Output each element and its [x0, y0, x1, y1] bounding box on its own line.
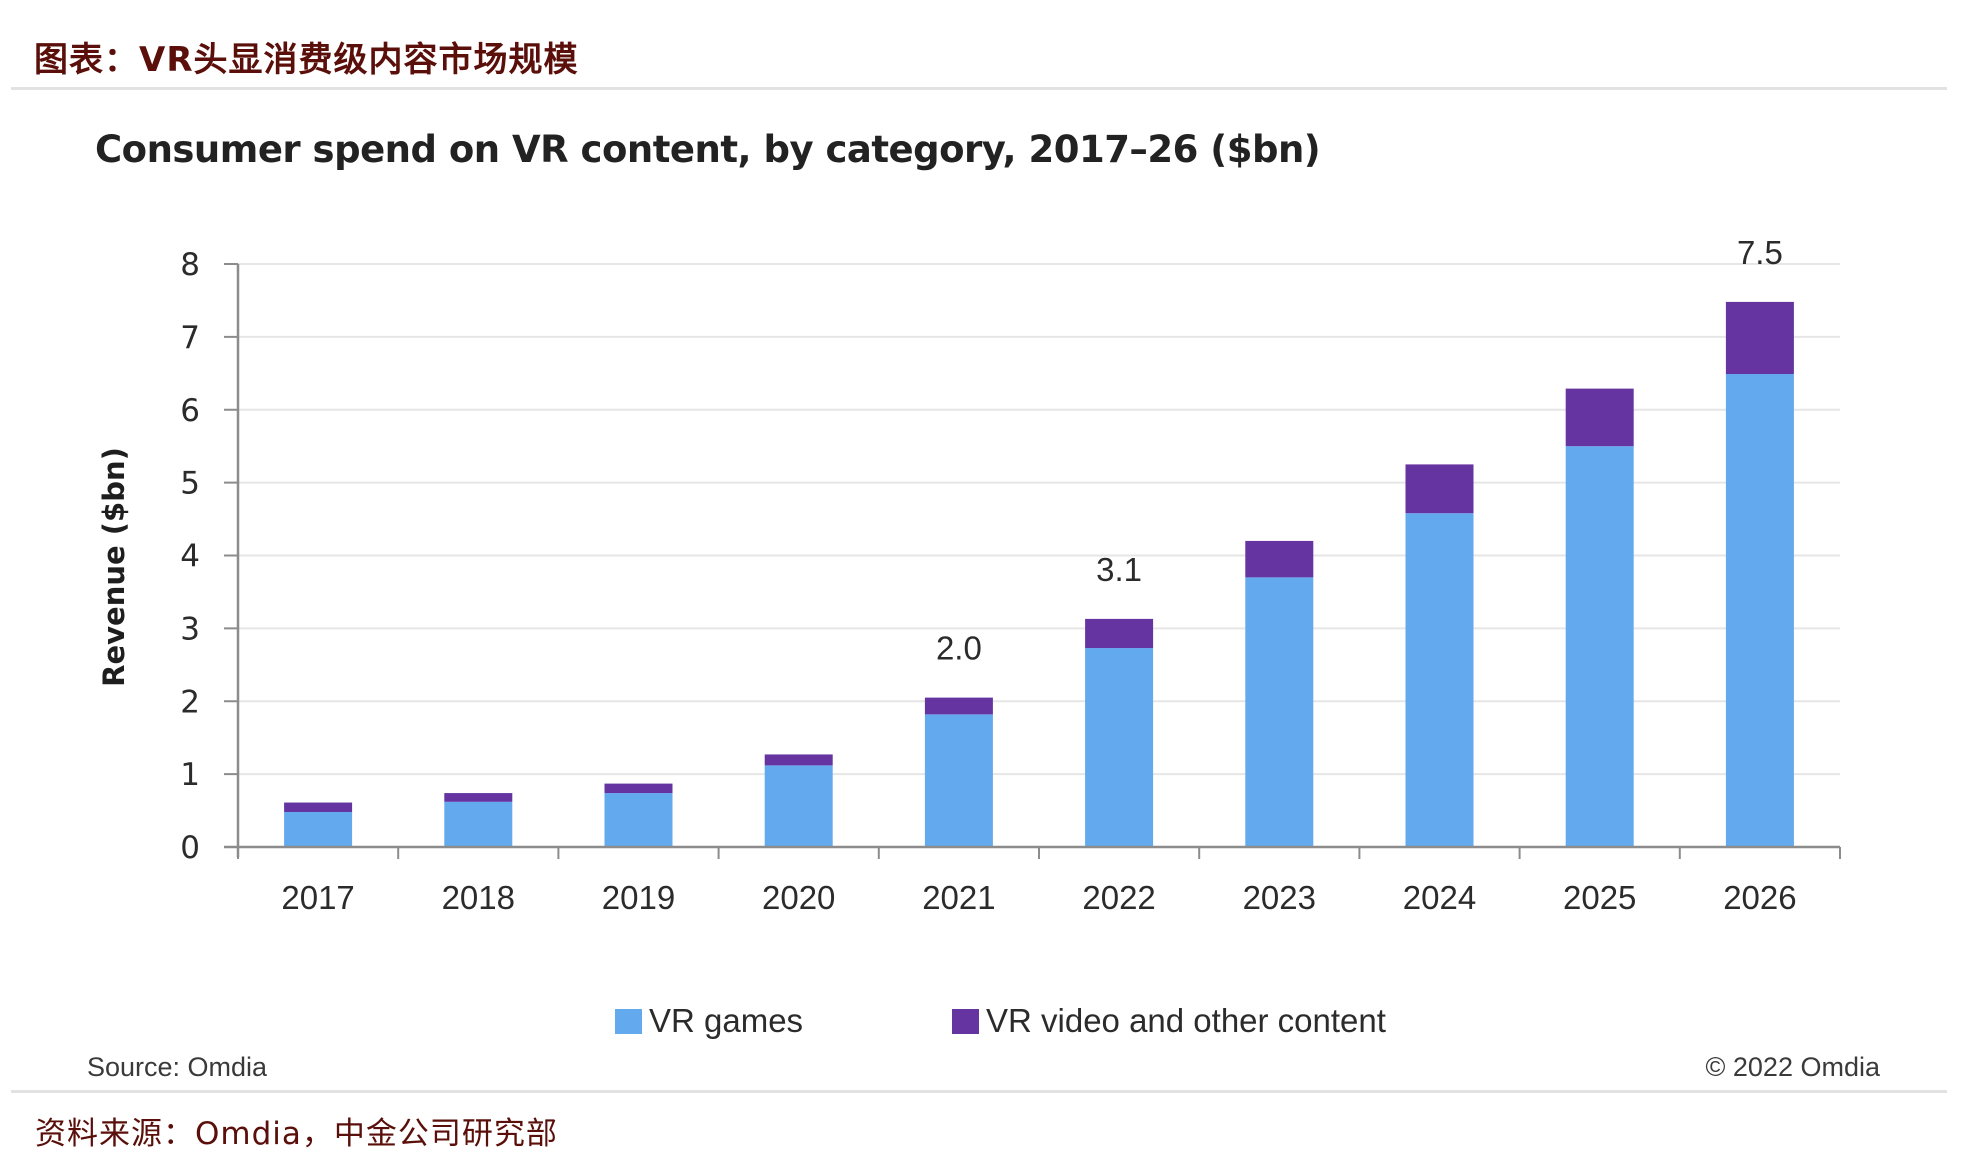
legend-swatch-vr-games [615, 1008, 642, 1034]
report-title: 图表：VR头显消费级内容市场规模 [34, 40, 579, 80]
bar-segment-vr-games [1405, 513, 1474, 847]
bar-segment-vr-video [1245, 540, 1314, 578]
bar-segment-vr-games [1725, 374, 1794, 847]
x-tick-label: 2024 [1403, 879, 1476, 916]
y-tick-label: 8 [180, 247, 200, 283]
x-tick-label: 2017 [281, 879, 354, 916]
bars [284, 301, 1794, 847]
legend-label-vr-games: VR games [649, 1002, 804, 1039]
x-tick-label: 2021 [922, 879, 995, 916]
bar-segment-vr-video [1085, 618, 1154, 649]
chart-source-note: Source: Omdia [87, 1052, 268, 1082]
bar-segment-vr-video [604, 783, 673, 794]
bar-segment-vr-games [764, 765, 833, 847]
y-tick-label: 7 [180, 320, 200, 356]
top-divider [11, 87, 1947, 90]
y-tick-label: 1 [180, 757, 200, 793]
legend-swatch-vr-video [952, 1008, 979, 1034]
x-tick-labels: 2017 2018 2019 2020 2021 2022 2023 2024 2025 2026 [281, 879, 1796, 916]
bar-segment-vr-video [284, 802, 353, 813]
y-tick-label: 6 [180, 393, 200, 429]
x-tick-label: 2018 [442, 879, 515, 916]
bar-segment-vr-games [604, 793, 673, 847]
data-label: 3.1 [1096, 551, 1142, 588]
chart-title: Consumer spend on VR content, by categor… [95, 128, 1321, 171]
bar-segment-vr-video [1725, 301, 1794, 375]
data-label: 2.0 [936, 630, 982, 667]
x-tick-label: 2022 [1082, 879, 1155, 916]
bar-segment-vr-games [924, 714, 993, 847]
y-tick-label: 5 [180, 466, 200, 502]
y-tick-label: 2 [180, 684, 200, 720]
axes [224, 263, 1841, 859]
bar-segment-vr-games [1245, 577, 1314, 847]
legend-item-vr-games: VR games [615, 1002, 804, 1039]
data-label: 7.5 [1737, 234, 1783, 271]
bar-segment-vr-video [1565, 388, 1634, 447]
y-tick-label: 4 [180, 539, 200, 575]
bar-segment-vr-video [444, 793, 513, 802]
y-tick-labels: 0 1 2 3 4 5 6 7 8 [180, 247, 200, 866]
bottom-divider [11, 1090, 1947, 1093]
bar-segment-vr-games [1085, 648, 1154, 847]
y-tick-label: 0 [180, 830, 200, 866]
x-tick-label: 2025 [1563, 879, 1636, 916]
x-tick-label: 2026 [1723, 879, 1796, 916]
legend-label-vr-video: VR video and other content [986, 1002, 1386, 1039]
bar-segment-vr-video [764, 754, 833, 766]
bar-segment-vr-games [1565, 446, 1634, 847]
x-tick-label: 2023 [1243, 879, 1316, 916]
bar-segment-vr-games [284, 812, 353, 847]
chart-copyright: © 2022 Omdia [1705, 1052, 1881, 1082]
legend-item-vr-video: VR video and other content [952, 1002, 1386, 1039]
bar-segment-vr-video [924, 697, 993, 715]
y-tick-label: 3 [180, 611, 200, 647]
footer-source: 资料来源：Omdia，中金公司研究部 [35, 1116, 558, 1152]
x-tick-label: 2019 [602, 879, 675, 916]
bar-segment-vr-video [1405, 464, 1474, 514]
bar-segment-vr-games [444, 801, 513, 847]
x-tick-label: 2020 [762, 879, 835, 916]
y-axis-label: Revenue ($bn) [97, 447, 131, 687]
data-labels: 2.0 3.1 7.5 [936, 234, 1783, 667]
